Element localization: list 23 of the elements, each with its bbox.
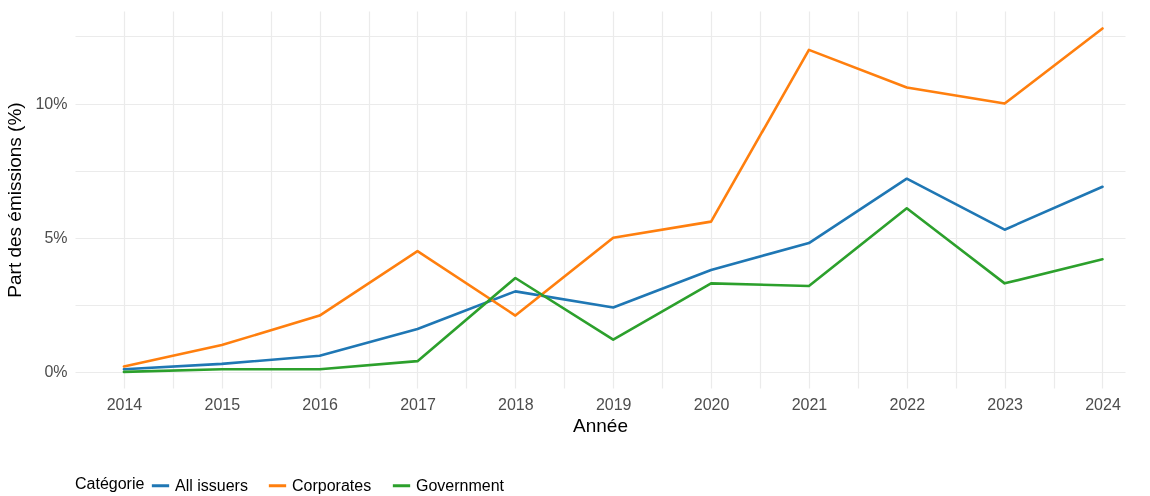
x-tick-label: 2024 [1085, 395, 1121, 413]
legend-label: Government [416, 476, 505, 494]
legend-title: Catégorie [75, 475, 145, 492]
x-tick-label: 2022 [889, 395, 926, 413]
line-series [122, 177, 1104, 371]
x-tick-label: 2017 [400, 395, 436, 413]
x-tick-label: 2018 [498, 395, 534, 413]
line-series [122, 206, 1104, 374]
line-series [122, 27, 1104, 368]
y-axis-title: Part des émissions (%) [4, 102, 26, 298]
x-axis-title: Année [573, 414, 628, 436]
x-tick-label: 2023 [987, 395, 1024, 413]
legend-label: All issuers [175, 476, 248, 494]
legend-label: Corporates [292, 476, 372, 494]
x-tick-label: 2021 [791, 395, 828, 413]
y-tick-label: 10% [35, 95, 68, 113]
x-tick-label: 2020 [693, 395, 730, 413]
y-tick-label: 0% [44, 363, 68, 381]
x-tick-label: 2015 [204, 395, 241, 413]
x-tick-label: 2014 [106, 395, 143, 413]
y-tick-label: 5% [44, 229, 68, 247]
x-tick-label: 2016 [302, 395, 339, 413]
x-tick-label: 2019 [595, 395, 632, 413]
